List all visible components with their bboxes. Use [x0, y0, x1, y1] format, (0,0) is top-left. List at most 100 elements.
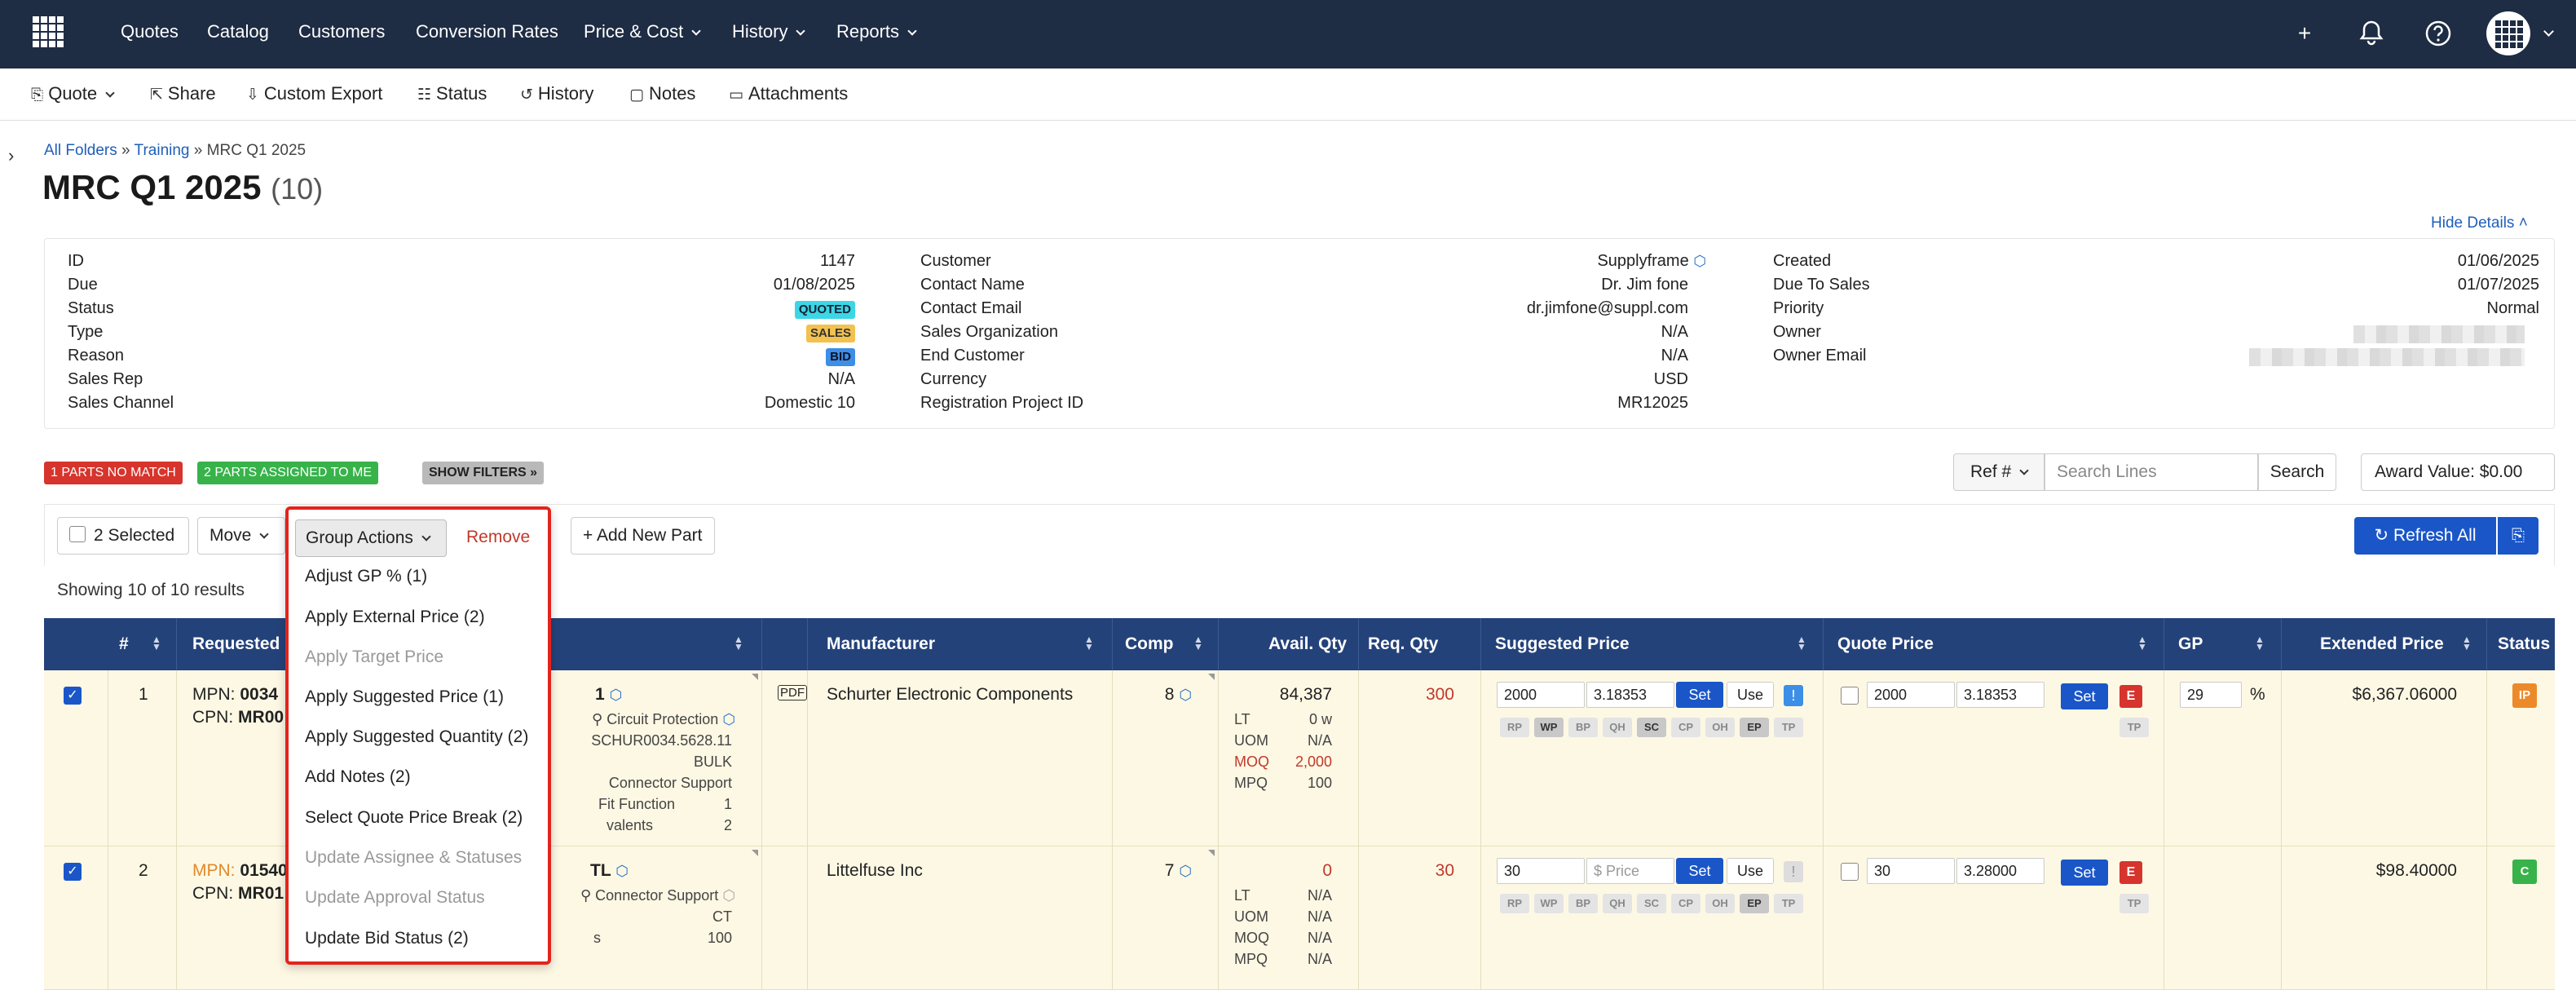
col-requested[interactable]: Requested	[192, 634, 280, 653]
sort-icon[interactable]: ▲ ▼	[1797, 634, 1806, 652]
plus-icon[interactable]: +	[2297, 20, 2312, 46]
nav-customers[interactable]: Customers	[298, 21, 386, 42]
row-checkbox[interactable]: ✓	[64, 863, 82, 881]
add-new-part-button[interactable]: + Add New Part	[571, 517, 715, 555]
quote-price-checkbox[interactable]	[1841, 687, 1859, 705]
nav-reports[interactable]: Reports	[836, 21, 917, 42]
quote-price-input[interactable]: 3.18353	[1956, 682, 2044, 708]
custom-export-button[interactable]: ⇩ Custom Export	[246, 83, 382, 104]
chip-wp[interactable]: WP	[1534, 894, 1564, 913]
set-quote-button[interactable]: Set	[2061, 683, 2108, 709]
set-suggested-button[interactable]: Set	[1676, 682, 1723, 708]
breadcrumb-all-folders[interactable]: All Folders	[44, 142, 117, 159]
quote-price-checkbox[interactable]	[1841, 863, 1859, 881]
parts-no-match-filter[interactable]: 1 PARTS NO MATCH	[44, 462, 183, 484]
breadcrumb-training[interactable]: Training	[134, 142, 190, 159]
attachments-button[interactable]: ▭ Attachments	[729, 83, 848, 104]
use-suggested-button[interactable]: Use	[1727, 858, 1774, 884]
parts-assigned-filter[interactable]: 2 PARTS ASSIGNED TO ME	[197, 462, 378, 484]
menu-add-notes[interactable]: Add Notes (2)	[305, 767, 411, 786]
select-all-checkbox[interactable]	[69, 526, 86, 543]
suggested-price-input[interactable]: $ Price	[1586, 858, 1674, 884]
help-icon[interactable]	[2424, 20, 2452, 47]
chip-bp[interactable]: BP	[1568, 718, 1598, 737]
chip-rp[interactable]: RP	[1500, 894, 1529, 913]
group-actions-button[interactable]: Group Actions	[295, 519, 447, 557]
col-extended-price[interactable]: Extended Price	[2320, 634, 2444, 653]
col-number[interactable]: #	[119, 634, 129, 653]
chip-sc[interactable]: SC	[1637, 718, 1666, 737]
move-button[interactable]: Move	[197, 517, 285, 555]
menu-apply-suggested-quantity[interactable]: Apply Suggested Quantity (2)	[305, 727, 529, 746]
select-all-button[interactable]: 2 Selected	[57, 517, 189, 555]
col-manufacturer[interactable]: Manufacturer	[827, 634, 936, 653]
sort-icon[interactable]: ▲ ▼	[1084, 634, 1094, 652]
history-button[interactable]: ↺ History	[520, 83, 593, 104]
col-status[interactable]: Status	[2498, 634, 2551, 653]
suggested-qty-input[interactable]: 2000	[1497, 682, 1585, 708]
suggested-qty-input[interactable]: 30	[1497, 858, 1585, 884]
chip-qh[interactable]: QH	[1603, 718, 1632, 737]
chip-sc[interactable]: SC	[1637, 894, 1666, 913]
comp-count[interactable]: 7 ⬡	[1165, 861, 1192, 881]
chip-tp[interactable]: TP	[1774, 718, 1803, 737]
nav-catalog[interactable]: Catalog	[207, 21, 269, 42]
col-avail-qty[interactable]: Avail. Qty	[1268, 634, 1348, 653]
col-quote-price[interactable]: Quote Price	[1837, 634, 1934, 653]
app-logo-icon[interactable]	[31, 15, 70, 54]
chip-ep[interactable]: EP	[1740, 894, 1769, 913]
menu-select-quote-price-break[interactable]: Select Quote Price Break (2)	[305, 808, 523, 827]
refresh-all-button[interactable]: ↻ Refresh All	[2354, 517, 2496, 555]
col-suggested-price[interactable]: Suggested Price	[1495, 634, 1630, 653]
sidebar-expand-icon[interactable]: ›	[8, 145, 15, 166]
chip-oh[interactable]: OH	[1705, 718, 1735, 737]
sort-icon[interactable]: ▲ ▼	[2462, 634, 2472, 652]
row-checkbox[interactable]: ✓	[64, 687, 82, 705]
search-lines-input[interactable]: Search Lines	[2044, 453, 2258, 491]
share-button[interactable]: ⇱ Share	[150, 83, 216, 104]
chip-wp[interactable]: WP	[1534, 718, 1564, 737]
export-sheet-icon[interactable]: ⎘	[2498, 517, 2539, 555]
col-gp[interactable]: GP	[2178, 634, 2203, 653]
sort-icon[interactable]: ▲ ▼	[1193, 634, 1203, 652]
set-suggested-button[interactable]: Set	[1676, 858, 1723, 884]
use-suggested-button[interactable]: Use	[1727, 682, 1774, 708]
sort-icon[interactable]: ▲ ▼	[2255, 634, 2265, 652]
edit-e-button[interactable]: E	[2119, 685, 2142, 708]
chip-rp[interactable]: RP	[1500, 718, 1529, 737]
col-req-qty[interactable]: Req. Qty	[1368, 634, 1439, 653]
chip-tp[interactable]: TP	[2119, 718, 2149, 737]
menu-update-bid-status[interactable]: Update Bid Status (2)	[305, 929, 469, 948]
show-filters-button[interactable]: SHOW FILTERS »	[422, 462, 545, 484]
nav-conversion-rates[interactable]: Conversion Rates	[416, 21, 558, 42]
comp-count[interactable]: 8 ⬡	[1165, 685, 1192, 705]
nav-history[interactable]: History	[732, 21, 806, 42]
remove-button[interactable]: Remove	[466, 528, 531, 546]
quote-price-input[interactable]: 3.28000	[1956, 858, 2044, 884]
user-avatar-grid-icon[interactable]	[2486, 11, 2530, 55]
nav-quotes[interactable]: Quotes	[121, 21, 179, 42]
notes-button[interactable]: ▢ Notes	[629, 83, 695, 104]
search-button[interactable]: Search	[2258, 453, 2336, 491]
chip-oh[interactable]: OH	[1705, 894, 1735, 913]
menu-apply-external-price[interactable]: Apply External Price (2)	[305, 608, 485, 626]
menu-apply-suggested-price[interactable]: Apply Suggested Price (1)	[305, 687, 504, 706]
sort-icon[interactable]: ▲ ▼	[2137, 634, 2147, 652]
info-alert-icon[interactable]: !	[1784, 685, 1803, 706]
chip-bp[interactable]: BP	[1568, 894, 1598, 913]
col-comp[interactable]: Comp	[1125, 634, 1174, 653]
quote-qty-input[interactable]: 2000	[1867, 682, 1955, 708]
sort-icon[interactable]: ▲ ▼	[152, 634, 161, 652]
chip-qh[interactable]: QH	[1603, 894, 1632, 913]
chip-tp[interactable]: TP	[1774, 894, 1803, 913]
edit-e-button[interactable]: E	[2119, 861, 2142, 884]
chip-tp[interactable]: TP	[2119, 894, 2149, 913]
ref-select[interactable]: Ref #	[1953, 453, 2044, 491]
chip-cp[interactable]: CP	[1671, 894, 1700, 913]
quote-menu-button[interactable]: ⎘ Quote	[31, 83, 115, 104]
chip-cp[interactable]: CP	[1671, 718, 1700, 737]
pdf-icon[interactable]: PDF	[778, 685, 807, 701]
chip-ep[interactable]: EP	[1740, 718, 1769, 737]
status-button[interactable]: ☷ Status	[417, 83, 487, 104]
bell-icon[interactable]	[2358, 20, 2385, 47]
